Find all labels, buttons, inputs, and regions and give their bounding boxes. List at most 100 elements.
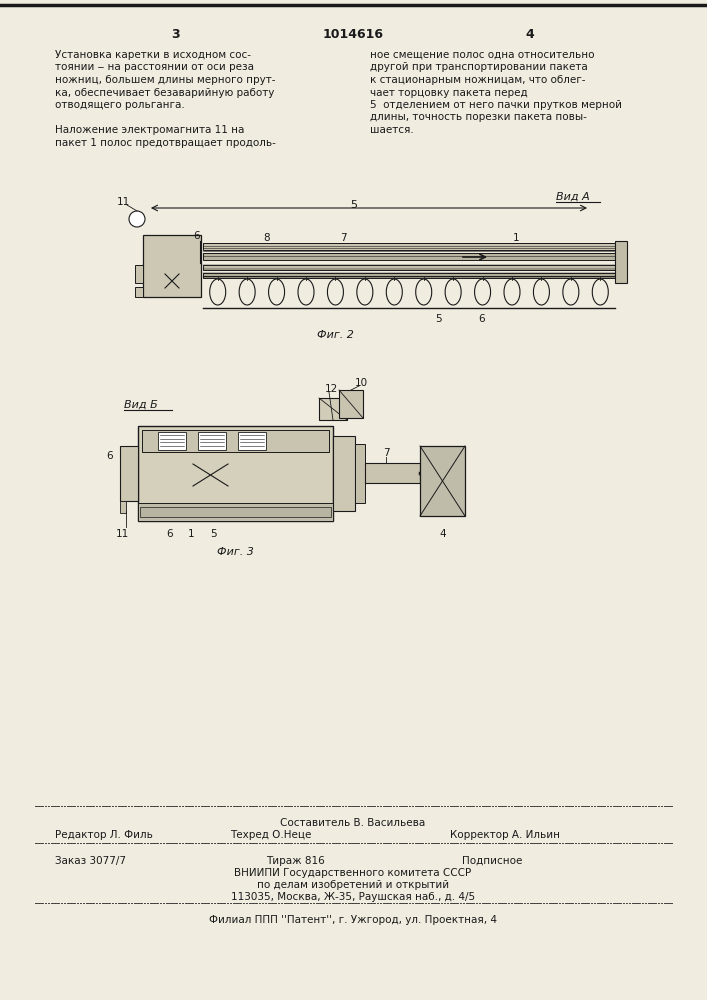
Bar <box>143 235 201 297</box>
Bar <box>355 444 365 503</box>
Bar <box>158 432 186 450</box>
Text: к стационарным ножницам, что облег-: к стационарным ножницам, что облег- <box>370 75 585 85</box>
Polygon shape <box>142 484 151 494</box>
Bar <box>203 265 615 270</box>
Text: 7: 7 <box>383 448 390 458</box>
Polygon shape <box>252 484 261 494</box>
Polygon shape <box>286 484 295 494</box>
Text: Корректор А. Ильин: Корректор А. Ильин <box>450 830 560 840</box>
Bar <box>120 446 138 501</box>
Polygon shape <box>168 484 176 494</box>
Bar <box>138 426 333 521</box>
Text: 5  отделением от него пачки прутков мерной: 5 отделением от него пачки прутков мерно… <box>370 100 622 110</box>
Bar <box>142 430 329 452</box>
Polygon shape <box>312 484 320 494</box>
Bar <box>198 432 226 450</box>
Circle shape <box>159 258 177 276</box>
Text: 5: 5 <box>351 200 358 210</box>
Text: ное смещение полос одна относительно: ное смещение полос одна относительно <box>370 50 595 60</box>
Text: 3: 3 <box>172 28 180 41</box>
Polygon shape <box>218 484 227 494</box>
Text: Филиал ППП ''Патент'', г. Ужгород, ул. Проектная, 4: Филиал ППП ''Патент'', г. Ужгород, ул. П… <box>209 915 497 925</box>
Polygon shape <box>151 484 159 494</box>
Text: Редактор Л. Филь: Редактор Л. Филь <box>55 830 153 840</box>
Text: Заказ 3077/7: Заказ 3077/7 <box>55 856 126 866</box>
Polygon shape <box>210 484 218 494</box>
Text: Наложение электромагнита 11 на: Наложение электромагнита 11 на <box>55 125 245 135</box>
Text: ВНИИПИ Государственного комитета СССР: ВНИИПИ Государственного комитета СССР <box>235 868 472 878</box>
Text: ка, обеспечивает безаварийную работу: ка, обеспечивает безаварийную работу <box>55 88 274 98</box>
Text: по делам изобретений и открытий: по делам изобретений и открытий <box>257 880 449 890</box>
Text: 12: 12 <box>325 384 338 394</box>
Text: Подписное: Подписное <box>462 856 522 866</box>
Text: Техред О.Неце: Техред О.Неце <box>230 830 311 840</box>
Polygon shape <box>159 484 168 494</box>
Polygon shape <box>295 484 303 494</box>
Text: ножниц, большем длины мерного прут-: ножниц, большем длины мерного прут- <box>55 75 276 85</box>
Circle shape <box>180 263 188 271</box>
Text: Фиг. 2: Фиг. 2 <box>317 330 354 340</box>
Bar <box>365 463 420 483</box>
Bar <box>319 398 347 420</box>
Text: 4: 4 <box>525 28 534 41</box>
Text: Фиг. 3: Фиг. 3 <box>216 547 253 557</box>
Bar <box>339 390 363 418</box>
Text: 6: 6 <box>193 231 199 241</box>
Text: Составитель В. Васильева: Составитель В. Васильева <box>281 818 426 828</box>
Text: 5: 5 <box>435 314 442 324</box>
Text: 1: 1 <box>513 233 520 243</box>
Text: Вид Б: Вид Б <box>124 400 158 410</box>
Text: 4: 4 <box>439 529 445 539</box>
Bar <box>138 503 333 521</box>
Bar <box>135 265 143 283</box>
Text: чает торцовку пакета перед: чает торцовку пакета перед <box>370 88 527 98</box>
Circle shape <box>175 258 193 276</box>
Text: Вид А: Вид А <box>556 192 590 202</box>
Text: пакет 1 полос предотвращает продоль-: пакет 1 полос предотвращает продоль- <box>55 137 276 147</box>
Bar <box>203 273 615 278</box>
Text: 10: 10 <box>355 378 368 388</box>
Bar <box>203 243 615 250</box>
Polygon shape <box>193 484 201 494</box>
Bar <box>333 436 355 511</box>
Bar <box>238 432 266 450</box>
Polygon shape <box>303 484 312 494</box>
Circle shape <box>148 263 156 271</box>
Polygon shape <box>235 484 244 494</box>
Text: 8: 8 <box>263 233 269 243</box>
Text: 5: 5 <box>210 529 216 539</box>
Text: 113035, Москва, Ж-35, Раушская наб., д. 4/5: 113035, Москва, Ж-35, Раушская наб., д. … <box>231 892 475 902</box>
Circle shape <box>143 258 161 276</box>
Text: 11: 11 <box>116 529 129 539</box>
Bar <box>135 287 143 297</box>
Polygon shape <box>261 484 269 494</box>
Text: 11: 11 <box>117 197 130 207</box>
Text: длины, точность порезки пакета повы-: длины, точность порезки пакета повы- <box>370 112 587 122</box>
Text: Тираж 816: Тираж 816 <box>266 856 325 866</box>
Text: 6: 6 <box>478 314 484 324</box>
Text: отводящего рольганга.: отводящего рольганга. <box>55 100 185 110</box>
Text: Установка каретки в исходном сос-: Установка каретки в исходном сос- <box>55 50 251 60</box>
Text: 7: 7 <box>340 233 346 243</box>
Polygon shape <box>320 484 329 494</box>
Text: 1014616: 1014616 <box>322 28 383 41</box>
Polygon shape <box>185 484 193 494</box>
Polygon shape <box>176 484 185 494</box>
Polygon shape <box>269 484 278 494</box>
Text: 6: 6 <box>106 451 112 461</box>
Circle shape <box>129 211 145 227</box>
Text: 1: 1 <box>188 529 194 539</box>
Text: шается.: шается. <box>370 125 414 135</box>
Text: 6: 6 <box>166 529 173 539</box>
Polygon shape <box>201 484 210 494</box>
Bar <box>140 507 331 517</box>
Polygon shape <box>278 484 286 494</box>
Circle shape <box>164 263 172 271</box>
Bar <box>203 253 615 260</box>
Bar <box>120 501 126 513</box>
Text: тоянии ‒ на расстоянии от оси реза: тоянии ‒ на расстоянии от оси реза <box>55 62 254 73</box>
Text: другой при транспортировании пакета: другой при транспортировании пакета <box>370 62 588 73</box>
Bar <box>615 241 627 283</box>
Polygon shape <box>244 484 252 494</box>
Polygon shape <box>227 484 235 494</box>
